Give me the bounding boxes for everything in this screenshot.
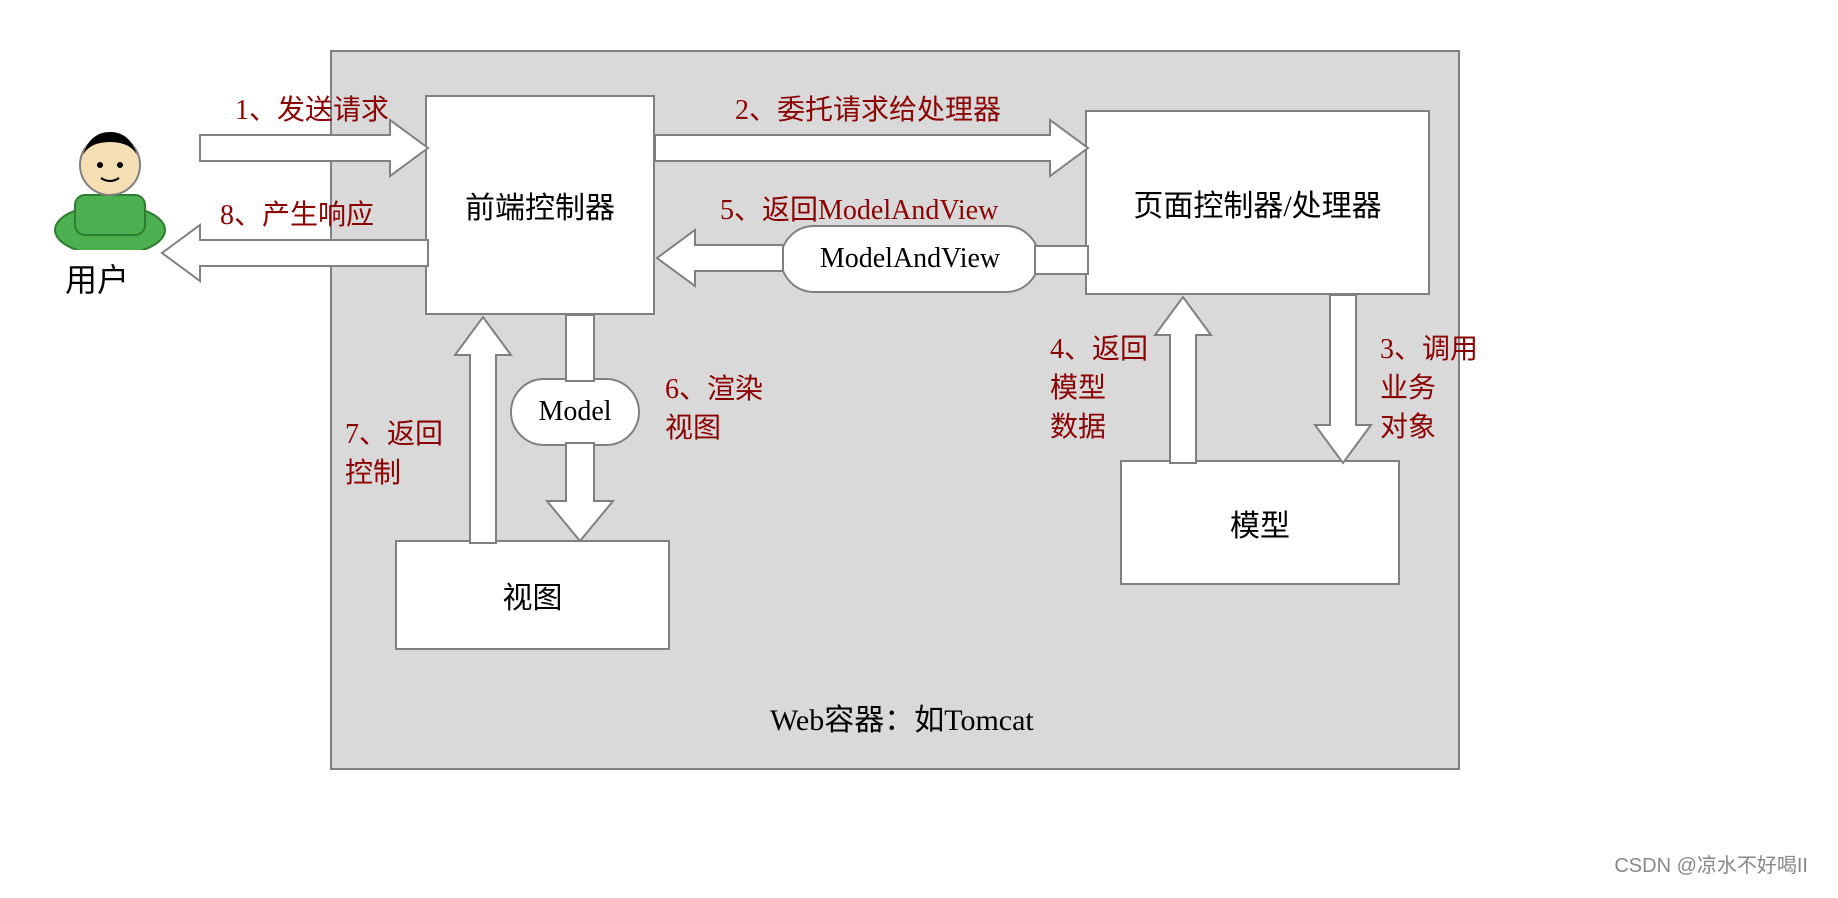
- capsule-modelandview: ModelAndView: [780, 225, 1040, 293]
- label-8: 8、产生响应: [220, 193, 374, 233]
- arrow-6-render-top: [552, 315, 608, 383]
- arrow-5-return-mav-left: [655, 230, 785, 290]
- page-controller-label: 页面控制器/处理器: [1133, 181, 1381, 225]
- arrow-7-return-control: [455, 315, 515, 545]
- mav-capsule-label: ModelAndView: [820, 243, 1000, 275]
- footer-label: Web容器：如Tomcat: [770, 695, 1034, 739]
- node-page-controller: 页面控制器/处理器: [1085, 110, 1430, 295]
- user-label: 用户: [65, 255, 129, 301]
- label-4: 4、返回 模型 数据: [1050, 330, 1148, 448]
- arrow-4-return-model: [1155, 295, 1215, 465]
- view-label: 视图: [503, 573, 563, 617]
- front-controller-label: 前端控制器: [465, 183, 615, 227]
- label-5: 5、返回ModelAndView: [720, 188, 998, 228]
- arrow-8-response: [160, 225, 430, 285]
- node-model: 模型: [1120, 460, 1400, 585]
- arrow-6-render-bottom: [545, 443, 615, 543]
- label-3: 3、调用 业务 对象: [1380, 330, 1478, 448]
- model-capsule-label: Model: [538, 396, 611, 428]
- node-front-controller: 前端控制器: [425, 95, 655, 315]
- arrow-3-call-biz: [1315, 295, 1375, 465]
- user-icon: [45, 120, 175, 250]
- label-6: 6、渲染 视图: [665, 370, 763, 448]
- arrow-5-return-mav-right: [1035, 232, 1090, 288]
- arrow-2-delegate: [655, 120, 1090, 180]
- node-view: 视图: [395, 540, 670, 650]
- capsule-model: Model: [510, 378, 640, 446]
- label-7: 7、返回 控制: [345, 415, 443, 493]
- arrow-1-send-request: [200, 120, 430, 180]
- model-label: 模型: [1230, 501, 1290, 545]
- watermark: CSDN @凉水不好喝II: [1614, 849, 1808, 878]
- label-2: 2、委托请求给处理器: [735, 88, 1001, 128]
- label-1: 1、发送请求: [235, 88, 389, 128]
